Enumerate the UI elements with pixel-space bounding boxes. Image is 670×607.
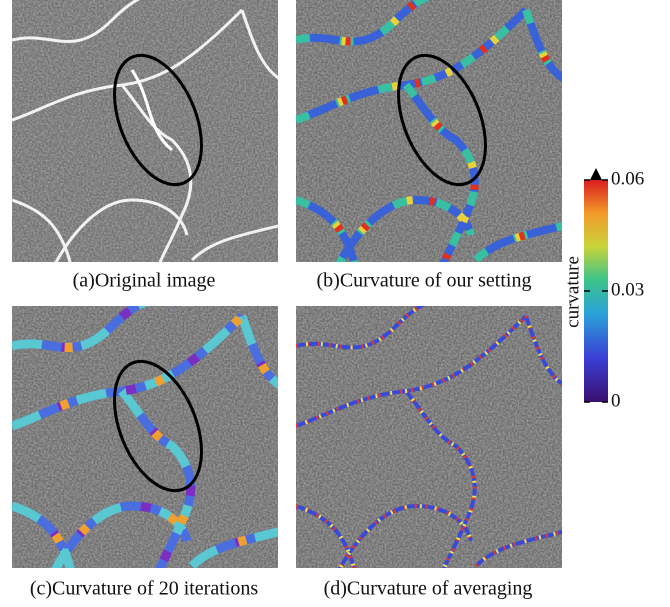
- figure: (a)Original image (b)Curvature of our se…: [0, 0, 670, 607]
- tick-label: 0.03: [611, 279, 644, 300]
- colorbar-arrow: [590, 168, 602, 180]
- panel-image: [12, 300, 282, 576]
- tick-label: 0: [611, 390, 621, 411]
- panel-image: [296, 300, 566, 576]
- panel-image: [12, 0, 282, 270]
- caption: (b)Curvature of our setting: [317, 270, 532, 292]
- caption: (d)Curvature of averaging: [324, 578, 533, 600]
- caption: (c)Curvature of 20 iterations: [30, 578, 258, 600]
- colorbar-label: curvature: [562, 256, 583, 328]
- tick-label: 0.06: [611, 168, 644, 189]
- caption: (a)Original image: [73, 270, 216, 292]
- panel-image: [296, 0, 566, 270]
